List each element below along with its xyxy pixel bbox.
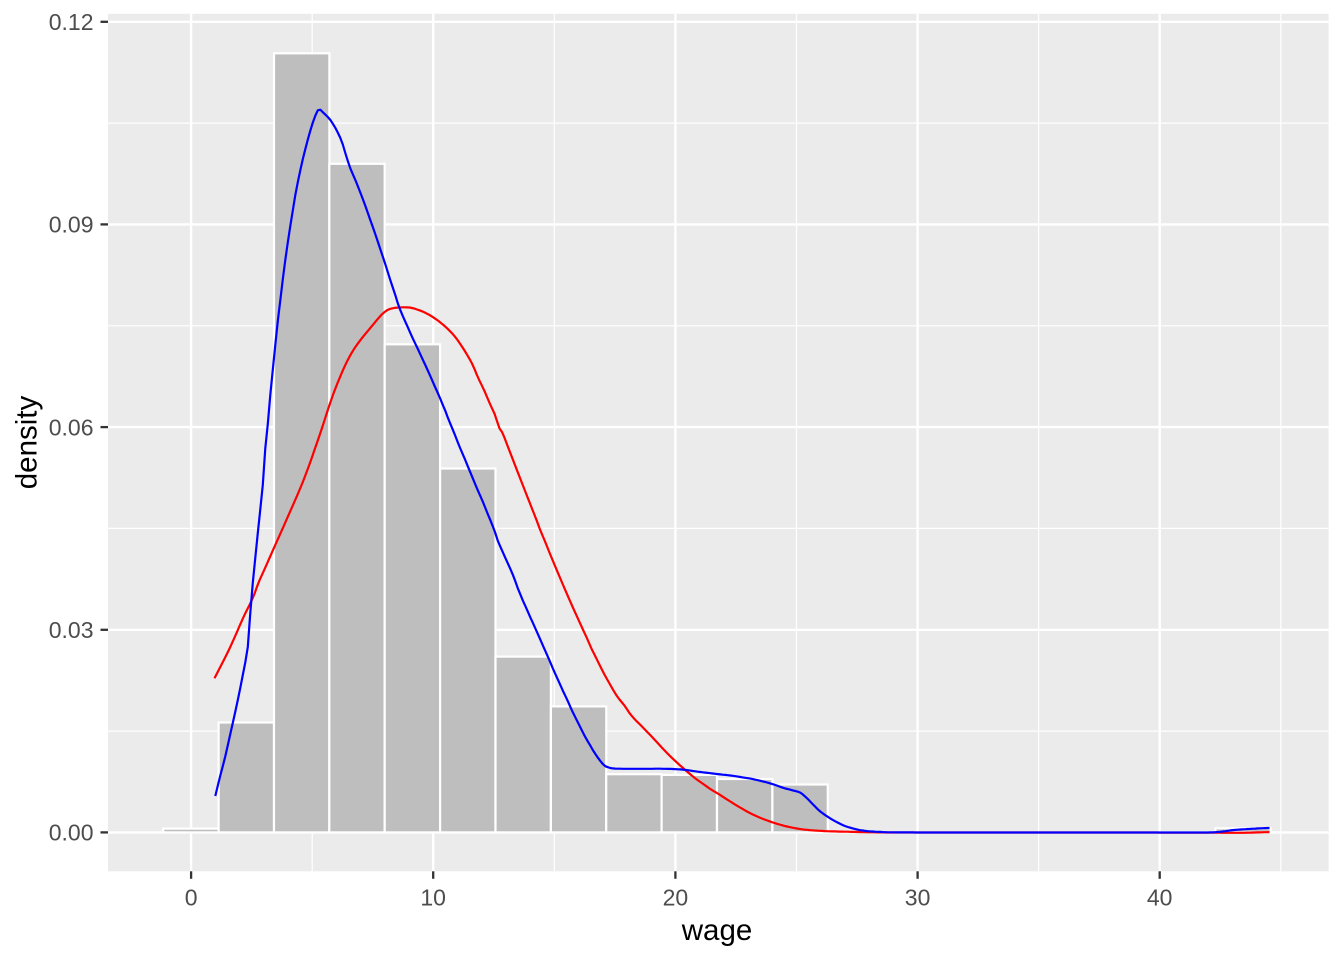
svg-text:30: 30 bbox=[905, 884, 931, 910]
svg-text:0.00: 0.00 bbox=[49, 820, 94, 846]
svg-text:0.12: 0.12 bbox=[49, 9, 94, 35]
svg-text:0.09: 0.09 bbox=[49, 212, 94, 238]
svg-text:density: density bbox=[11, 396, 44, 490]
svg-text:40: 40 bbox=[1147, 884, 1173, 910]
svg-text:20: 20 bbox=[663, 884, 689, 910]
svg-text:wage: wage bbox=[681, 914, 753, 947]
svg-text:0: 0 bbox=[185, 884, 198, 910]
svg-text:0.06: 0.06 bbox=[49, 414, 94, 440]
svg-text:10: 10 bbox=[420, 884, 446, 910]
svg-text:0.03: 0.03 bbox=[49, 617, 94, 643]
